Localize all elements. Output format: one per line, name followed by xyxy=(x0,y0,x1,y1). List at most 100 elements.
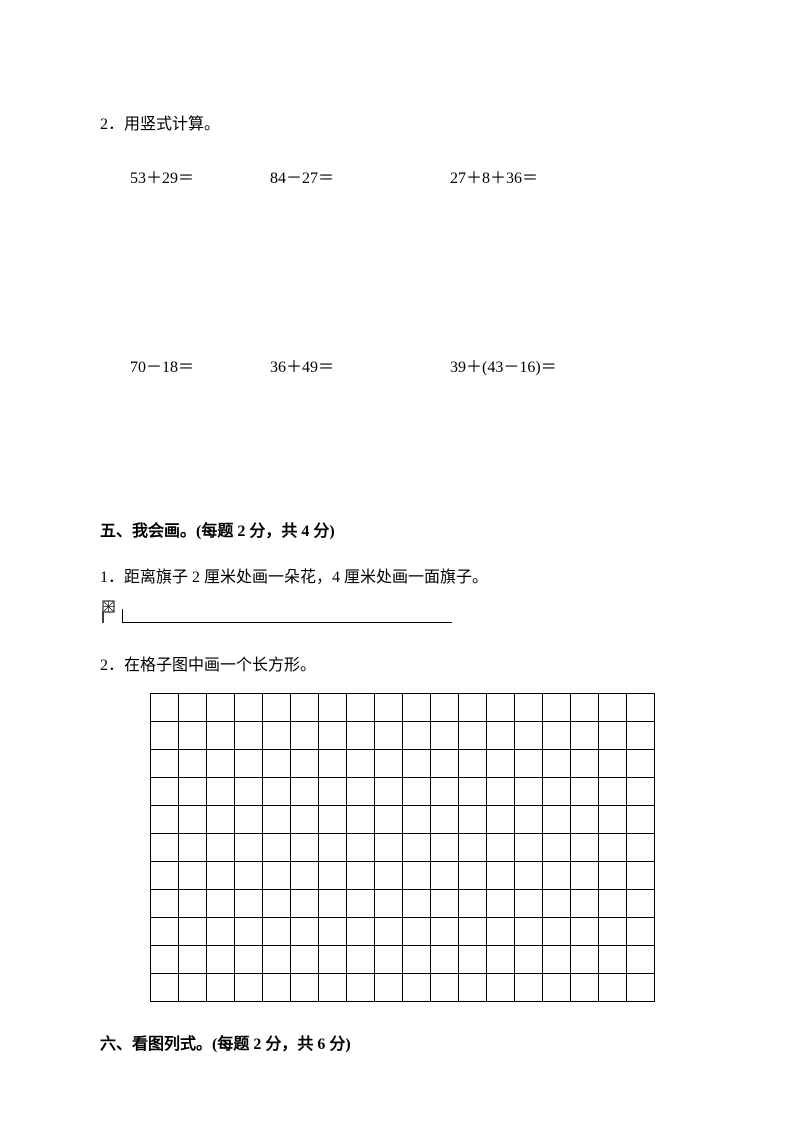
grid-cell xyxy=(291,778,319,806)
grid-cell xyxy=(487,694,515,722)
grid-cell xyxy=(599,778,627,806)
grid-cell xyxy=(291,946,319,974)
grid-cell xyxy=(179,694,207,722)
grid-cell xyxy=(571,722,599,750)
grid-cell xyxy=(179,750,207,778)
grid-cell xyxy=(319,974,347,1002)
grid-cell xyxy=(431,890,459,918)
equation-row-2: 70－18＝ 36＋49＝ 39＋(43－16)＝ xyxy=(100,353,693,377)
grid-cell xyxy=(179,890,207,918)
grid-cell xyxy=(543,890,571,918)
grid-cell xyxy=(571,862,599,890)
grid-cell xyxy=(235,918,263,946)
grid-cell xyxy=(291,750,319,778)
grid-cell xyxy=(431,946,459,974)
grid-cell xyxy=(431,834,459,862)
section5-q1: 1．距离旗子 2 厘米处画一朵花，4 厘米处画一面旗子。 xyxy=(100,563,693,587)
grid-cell xyxy=(487,946,515,974)
grid-cell xyxy=(599,974,627,1002)
grid-cell xyxy=(151,806,179,834)
flag-baseline xyxy=(122,609,452,623)
grid-cell xyxy=(375,890,403,918)
grid-cell xyxy=(459,834,487,862)
equation-2-3: 39＋(43－16)＝ xyxy=(450,353,557,377)
grid-cell xyxy=(431,750,459,778)
grid-cell xyxy=(319,890,347,918)
grid-cell xyxy=(487,722,515,750)
grid-cell xyxy=(571,974,599,1002)
grid-cell xyxy=(403,890,431,918)
grid-cell xyxy=(431,862,459,890)
grid-cell xyxy=(319,918,347,946)
grid-cell xyxy=(179,778,207,806)
grid-cell xyxy=(487,806,515,834)
grid-cell xyxy=(207,694,235,722)
grid-cell xyxy=(543,750,571,778)
grid-cell xyxy=(207,834,235,862)
grid-cell xyxy=(627,834,655,862)
grid-cell xyxy=(207,750,235,778)
grid-cell xyxy=(459,918,487,946)
grid-cell xyxy=(599,918,627,946)
grid-cell xyxy=(487,974,515,1002)
grid-cell xyxy=(151,862,179,890)
grid-cell xyxy=(263,946,291,974)
grid-cell xyxy=(263,890,291,918)
grid-cell xyxy=(459,722,487,750)
grid-cell xyxy=(403,974,431,1002)
grid-cell xyxy=(515,750,543,778)
grid-cell xyxy=(207,862,235,890)
grid-cell xyxy=(403,946,431,974)
grid-cell xyxy=(431,722,459,750)
grid-cell xyxy=(375,778,403,806)
grid-cell xyxy=(571,918,599,946)
grid-cell xyxy=(487,778,515,806)
grid-cell xyxy=(347,722,375,750)
grid-cell xyxy=(347,778,375,806)
grid-cell xyxy=(459,974,487,1002)
grid-cell xyxy=(403,918,431,946)
grid-cell xyxy=(599,806,627,834)
grid-cell xyxy=(151,694,179,722)
grid-cell xyxy=(319,834,347,862)
grid-cell xyxy=(151,974,179,1002)
grid-cell xyxy=(487,750,515,778)
grid-cell xyxy=(319,722,347,750)
grid-cell xyxy=(347,946,375,974)
grid-cell xyxy=(263,918,291,946)
grid-cell xyxy=(207,946,235,974)
grid-cell xyxy=(291,806,319,834)
grid-cell xyxy=(291,890,319,918)
section6-header: 六、看图列式。(每题 2 分，共 6 分) xyxy=(100,1030,693,1054)
grid-cell xyxy=(403,862,431,890)
grid-cell xyxy=(263,806,291,834)
grid-cell xyxy=(235,750,263,778)
grid-cell xyxy=(627,918,655,946)
grid-cell xyxy=(515,778,543,806)
grid-cell xyxy=(151,750,179,778)
grid-cell xyxy=(151,834,179,862)
grid-cell xyxy=(459,694,487,722)
grid-cell xyxy=(151,946,179,974)
grid-cell xyxy=(375,694,403,722)
q2-header: 2．用竖式计算。 xyxy=(100,110,693,134)
grid-cell xyxy=(459,946,487,974)
grid-cell xyxy=(347,890,375,918)
grid-cell xyxy=(543,974,571,1002)
grid-cell xyxy=(151,722,179,750)
grid-cell xyxy=(235,862,263,890)
grid-cell xyxy=(571,694,599,722)
grid-cell xyxy=(263,750,291,778)
equation-2-2: 36＋49＝ xyxy=(270,353,450,377)
grid-cell xyxy=(179,918,207,946)
grid-cell xyxy=(291,918,319,946)
grid-cell xyxy=(375,918,403,946)
grid-cell xyxy=(319,806,347,834)
grid-cell xyxy=(571,946,599,974)
grid-cell xyxy=(487,918,515,946)
grid-cell xyxy=(263,694,291,722)
grid-cell xyxy=(347,834,375,862)
grid-cell xyxy=(599,946,627,974)
equation-row-1: 53＋29＝ 84－27＝ 27＋8＋36＝ xyxy=(100,164,693,188)
grid-cell xyxy=(179,722,207,750)
